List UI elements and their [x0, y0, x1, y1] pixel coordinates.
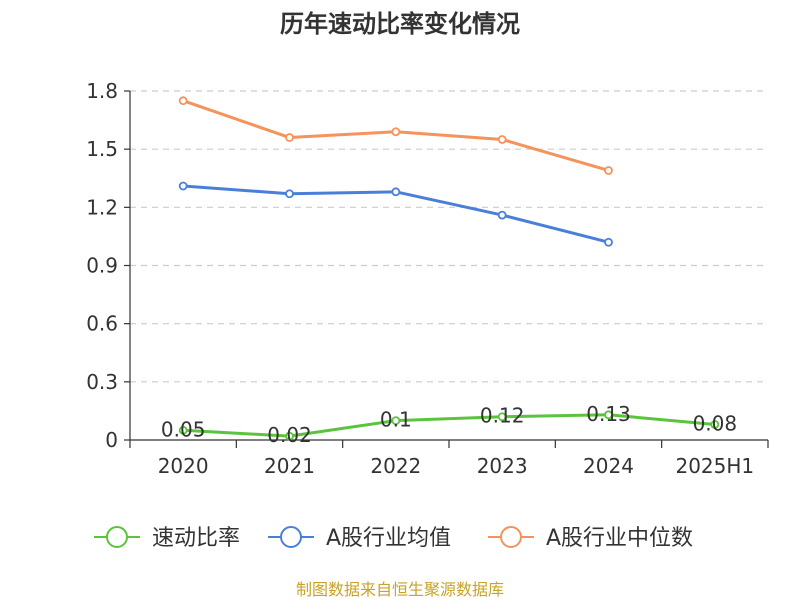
legend-label: A股行业均值 [326, 526, 451, 551]
data-point [178, 181, 188, 191]
data-point [710, 420, 720, 429]
data-point [285, 431, 294, 441]
x-tick-label: 2023 [477, 454, 528, 478]
data-point [391, 127, 401, 137]
data-point [497, 210, 507, 220]
data-label: 0.12 [480, 404, 525, 428]
data-point [391, 416, 401, 426]
data-point [285, 133, 294, 142]
axes: 0 0.3 0.6 0.9 1.2 1.5 1.8 2020 2021 2022 2023 2024 2… [86, 79, 769, 478]
y-tick-label: 1.8 [86, 79, 118, 103]
x-tick-label: 2024 [583, 454, 634, 478]
data-point [178, 96, 188, 106]
legend-label: 速动比率 [152, 526, 240, 551]
y-tick-label: 0.6 [86, 312, 118, 336]
y-tick-label: 1.2 [86, 195, 118, 219]
x-tick-label: 2021 [264, 454, 315, 478]
data-point [178, 425, 188, 435]
legend: 速动比率 A股行业均值 A股行业中位数 [94, 526, 693, 551]
data-label: 0.1 [380, 408, 412, 432]
legend-label: A股行业中位数 [546, 526, 693, 551]
legend-marker [280, 526, 302, 548]
y-tick-label: 0.9 [86, 254, 118, 278]
x-tick-label: 2020 [158, 454, 209, 478]
chart-title: 历年速动比率变化情况 [280, 10, 520, 38]
data-point [497, 412, 507, 422]
data-point [497, 135, 507, 144]
x-tick-label: 2022 [370, 454, 421, 478]
legend-marker [106, 526, 128, 548]
data-point [604, 166, 613, 175]
y-tick-label: 0.3 [86, 370, 118, 394]
legend-marker [500, 526, 522, 548]
grid-lines [130, 90, 768, 383]
series-line-0 [183, 413, 715, 438]
y-tick-label: 0 [105, 428, 118, 452]
source-note: 制图数据来自恒生聚源数据库 [296, 580, 504, 599]
data-point [604, 237, 613, 247]
data-label: 0.13 [586, 402, 631, 426]
series-group: 0.05 0.02 0.1 0.12 0.13 0.08 [161, 96, 738, 447]
data-point [604, 410, 613, 420]
x-tick-label: 2025H1 [675, 454, 754, 478]
y-tick-label: 1.5 [86, 137, 118, 161]
data-point [285, 189, 294, 199]
data-label: 0.02 [267, 423, 312, 447]
data-label: 0.05 [161, 417, 206, 441]
data-label: 0.08 [693, 411, 738, 435]
data-point [391, 187, 401, 197]
